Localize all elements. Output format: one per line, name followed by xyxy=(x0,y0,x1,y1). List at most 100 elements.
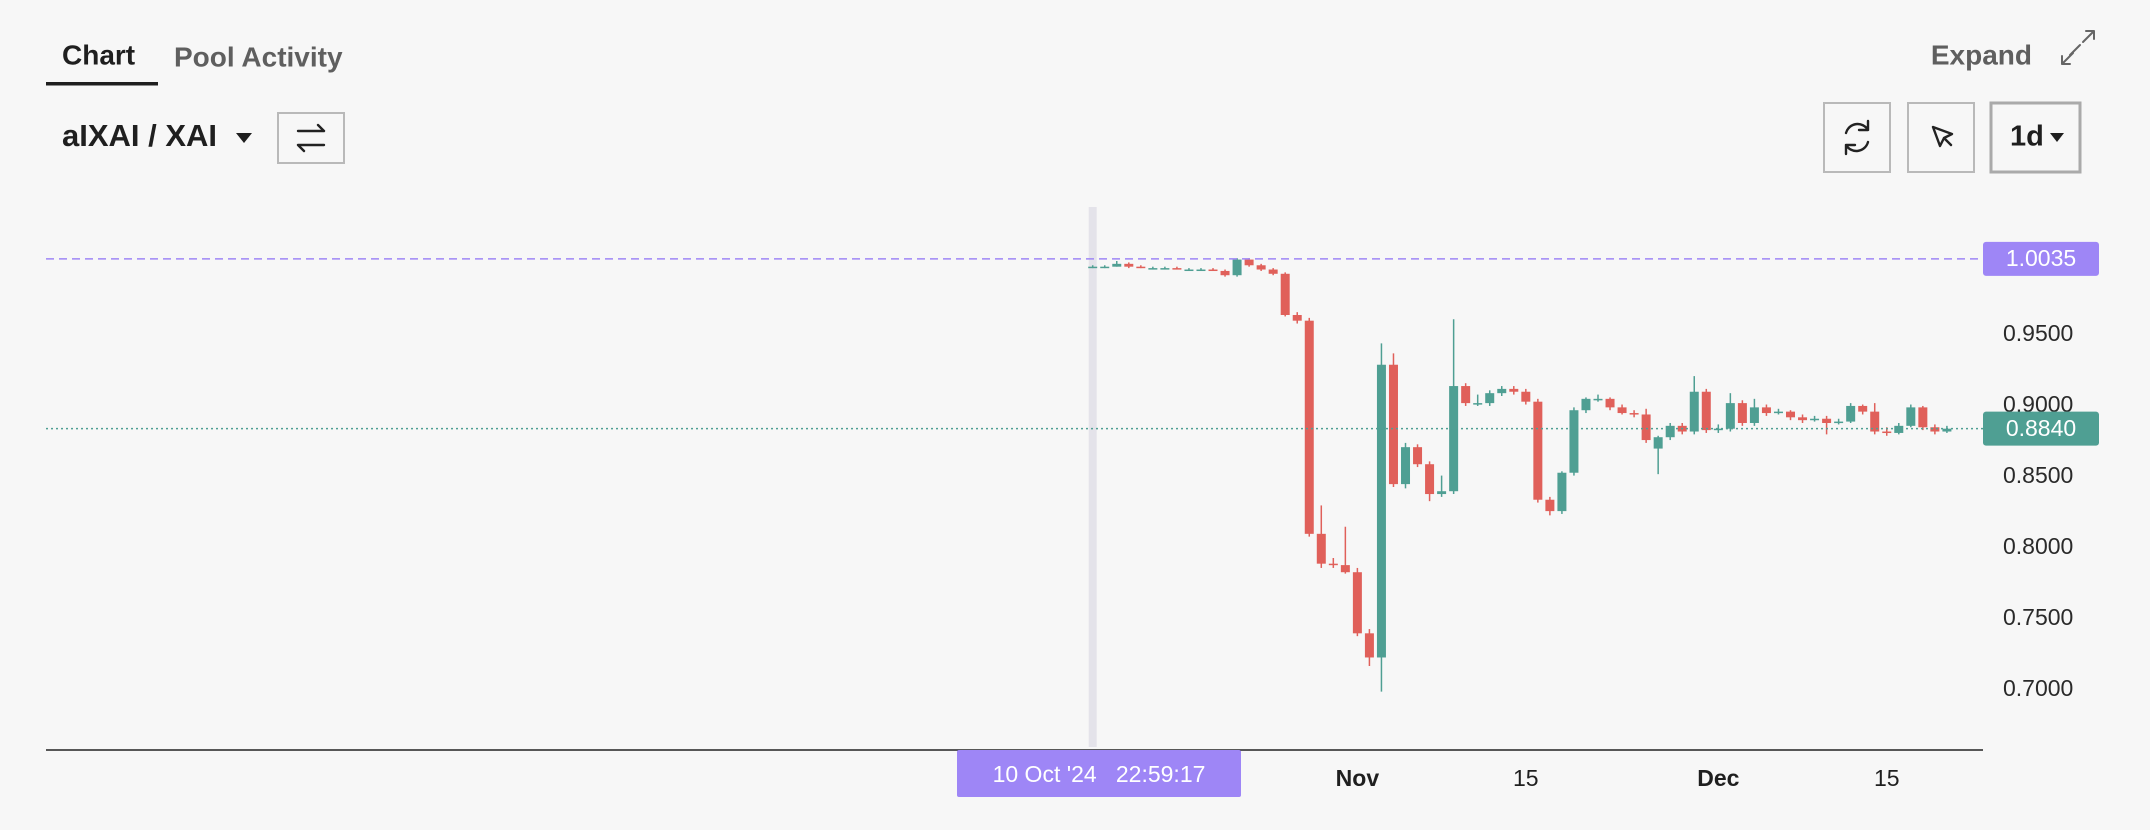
candle-body xyxy=(1376,364,1386,658)
y-tick-label: 0.8000 xyxy=(2003,533,2073,559)
candle-body xyxy=(1557,472,1567,512)
cursor-button[interactable] xyxy=(1907,102,1975,173)
candle-body xyxy=(1509,388,1519,392)
candle-body xyxy=(1665,425,1675,438)
candle-body xyxy=(1521,391,1531,402)
candle-body xyxy=(1088,266,1098,269)
cursor-icon[interactable] xyxy=(1931,125,1954,148)
expand-button[interactable]: Expand xyxy=(1931,39,2032,70)
candle-body xyxy=(1689,391,1699,432)
candle-body xyxy=(1268,269,1278,274)
pair-selector[interactable]: aIXAI / XAI xyxy=(62,118,217,153)
candle-body xyxy=(1413,447,1423,465)
candle-body xyxy=(1930,427,1940,432)
candle-body xyxy=(1617,407,1627,414)
candle-body xyxy=(1533,401,1543,500)
swap-icon[interactable] xyxy=(296,123,326,153)
candle-body xyxy=(1316,533,1326,564)
candle-body xyxy=(1749,407,1759,423)
candle-body xyxy=(1148,268,1158,270)
candle-body xyxy=(1870,411,1880,432)
candle-body xyxy=(1918,407,1928,428)
candle-body xyxy=(1834,421,1844,424)
candle-body xyxy=(1906,407,1916,426)
candle-body xyxy=(1292,315,1302,321)
crosshair-label: 10 Oct '24 22:59:17 xyxy=(993,761,1206,787)
candle-body xyxy=(1352,572,1362,634)
x-tick-label: Dec xyxy=(1697,765,1739,791)
candle-body xyxy=(1184,269,1194,272)
candle-body xyxy=(1401,447,1411,485)
candle-body xyxy=(1581,398,1591,411)
candle-body xyxy=(1112,263,1122,267)
candle-body xyxy=(1449,386,1459,492)
candle-body xyxy=(1737,403,1747,423)
candle-body xyxy=(1425,464,1435,495)
candle-body xyxy=(1858,405,1868,412)
candle-body xyxy=(1773,411,1783,414)
expand-icon[interactable] xyxy=(2061,30,2095,65)
crosshair-line xyxy=(1088,207,1097,747)
price-label: 1.0035 xyxy=(2006,245,2076,271)
candle-body xyxy=(1220,270,1230,276)
candle-body xyxy=(1497,388,1507,394)
x-tick-label: 15 xyxy=(1513,765,1539,791)
refresh-button[interactable] xyxy=(1823,102,1891,173)
candle-body xyxy=(1629,413,1639,415)
candle-body xyxy=(1545,499,1555,512)
candle-body xyxy=(1569,410,1579,473)
candle-body xyxy=(1160,268,1170,270)
candle-body xyxy=(1942,428,1952,432)
candle-body xyxy=(1701,391,1711,431)
y-tick-label: 0.7500 xyxy=(2003,604,2073,630)
candle-body xyxy=(1641,414,1651,441)
candle-body xyxy=(1485,393,1495,404)
tab-pool-activity[interactable]: Pool Activity xyxy=(174,41,343,72)
candle-body xyxy=(1208,269,1218,272)
candle-body xyxy=(1232,259,1242,276)
candle-body xyxy=(1798,417,1808,421)
candle-body xyxy=(1761,407,1771,414)
refresh-icon[interactable] xyxy=(1844,119,1870,156)
pair-caret[interactable] xyxy=(236,133,252,143)
candle-body xyxy=(1786,411,1796,418)
candle-body xyxy=(1172,268,1182,270)
price-label-box xyxy=(1983,241,2099,276)
candle-body xyxy=(1136,266,1146,269)
candle-body xyxy=(1725,403,1735,429)
candle-body xyxy=(1340,565,1350,573)
candle-body xyxy=(1328,563,1338,566)
candle-body xyxy=(1713,428,1723,431)
candle-body xyxy=(1256,265,1266,270)
candle-body xyxy=(1100,266,1110,269)
interval-button[interactable] xyxy=(1989,101,2082,174)
candle-body xyxy=(1894,425,1904,433)
candle-body xyxy=(1461,386,1471,404)
candle-body xyxy=(1364,633,1374,658)
candle-body xyxy=(1822,418,1832,423)
tab-chart[interactable]: Chart xyxy=(62,39,135,70)
candle-body xyxy=(1473,403,1483,405)
interval-label[interactable]: 1d xyxy=(2010,121,2044,153)
x-tick-label: Nov xyxy=(1336,765,1380,791)
candle-body xyxy=(1124,263,1134,267)
y-tick-label: 0.9500 xyxy=(2003,320,2073,346)
swap-button[interactable] xyxy=(277,112,345,164)
candle-body xyxy=(1280,273,1290,315)
candle-body xyxy=(1304,320,1314,534)
candle-body xyxy=(1593,398,1603,401)
y-tick-label: 0.8500 xyxy=(2003,462,2073,488)
candle-body xyxy=(1196,269,1206,272)
candle-body xyxy=(1846,405,1856,422)
candle-body xyxy=(1605,398,1615,408)
price-label: 0.8840 xyxy=(2006,415,2076,441)
interval-caret[interactable] xyxy=(2050,133,2064,142)
candle-body xyxy=(1388,364,1398,485)
candle-body xyxy=(1437,491,1447,495)
price-label-box xyxy=(1983,411,2099,446)
candle-body xyxy=(1653,437,1663,449)
candle-body xyxy=(1244,259,1254,266)
x-tick-label: 15 xyxy=(1874,765,1900,791)
